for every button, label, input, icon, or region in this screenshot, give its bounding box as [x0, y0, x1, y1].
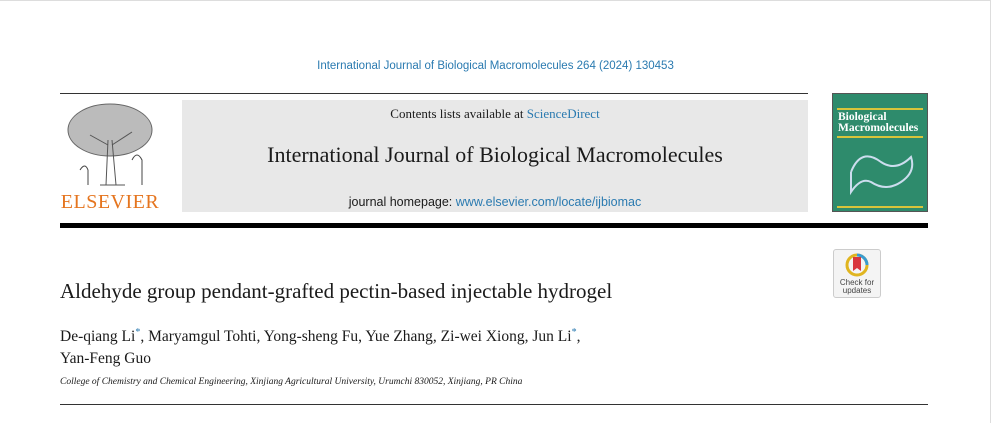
header-rule: [60, 223, 928, 228]
elsevier-wordmark: ELSEVIER: [60, 191, 160, 213]
author[interactable]: Yan-Feng Guo: [60, 350, 152, 368]
author[interactable]: Yue Zhang: [365, 328, 433, 346]
tree-icon: [67, 103, 153, 186]
contents-prefix: Contents lists available at: [390, 106, 527, 121]
page-edge-top: [0, 0, 991, 1]
check-for-updates-button[interactable]: Check for updates: [833, 249, 881, 298]
citation[interactable]: International Journal of Biological Macr…: [317, 60, 674, 72]
contents-line: Contents lists available at ScienceDirec…: [182, 106, 808, 122]
homepage-line: journal homepage: www.elsevier.com/locat…: [182, 195, 808, 209]
corresponding-mark[interactable]: *: [135, 327, 141, 338]
homepage-prefix: journal homepage:: [348, 195, 456, 209]
cover-bar: [837, 136, 923, 138]
author[interactable]: Zi-wei Xiong: [440, 328, 525, 346]
badge-line1: Check for: [839, 278, 875, 287]
author[interactable]: Maryamgul Tohti: [148, 328, 257, 346]
homepage-link[interactable]: www.elsevier.com/locate/ijbiomac: [455, 195, 642, 209]
badge-line2: updates: [842, 286, 872, 295]
cover-bar: [837, 108, 923, 110]
cover-title: Biological Macromolecules: [838, 111, 919, 134]
article-title: Aldehyde group pendant-grafted pectin-ba…: [60, 279, 613, 303]
cover-bar: [837, 206, 923, 208]
author[interactable]: Jun Li*: [532, 327, 577, 346]
divider: [60, 404, 928, 405]
journal-cover[interactable]: Biological Macromolecules: [832, 93, 928, 212]
corresponding-mark[interactable]: *: [571, 327, 577, 338]
author[interactable]: De-qiang Li*: [60, 327, 141, 346]
divider: [60, 93, 808, 94]
author-list: De-qiang Li*, Maryamgul Tohti, Yong-shen…: [60, 327, 581, 368]
crossmark-icon: [845, 253, 869, 277]
protein-image: [849, 155, 914, 196]
affiliation: College of Chemistry and Chemical Engine…: [60, 377, 523, 387]
sciencedirect-link[interactable]: ScienceDirect: [526, 106, 600, 121]
author[interactable]: Yong-sheng Fu: [263, 328, 359, 346]
journal-masthead: Contents lists available at ScienceDirec…: [182, 100, 808, 212]
journal-title: International Journal of Biological Macr…: [267, 142, 723, 167]
elsevier-logo[interactable]: ELSEVIER: [60, 100, 160, 214]
